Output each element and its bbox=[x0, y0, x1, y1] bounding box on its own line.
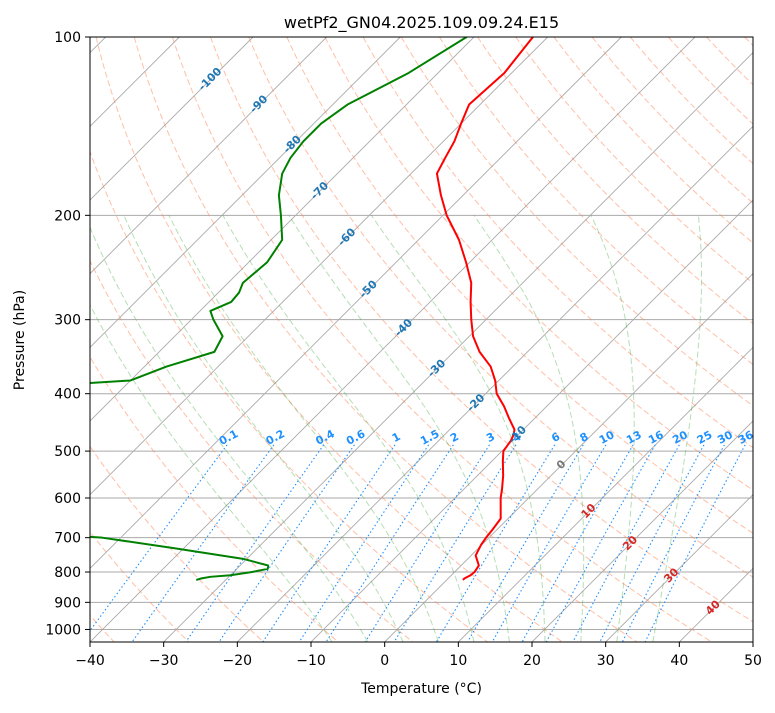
y-tick-label: 700 bbox=[54, 531, 81, 547]
chart-title: wetPf2_GN04.2025.109.09.24.E15 bbox=[284, 13, 559, 33]
y-tick-label: 600 bbox=[54, 491, 81, 507]
x-tick-label: 20 bbox=[523, 653, 541, 669]
x-tick-label: −20 bbox=[223, 653, 253, 669]
x-tick-label: 30 bbox=[597, 653, 615, 669]
x-tick-label: 50 bbox=[744, 653, 762, 669]
y-tick-label: 500 bbox=[54, 444, 81, 460]
y-axis-label: Pressure (hPa) bbox=[12, 290, 28, 390]
x-tick-label: 40 bbox=[670, 653, 688, 669]
x-tick-label: 10 bbox=[449, 653, 467, 669]
y-tick-label: 800 bbox=[54, 565, 81, 581]
x-tick-label: −30 bbox=[149, 653, 179, 669]
y-tick-label: 100 bbox=[54, 30, 81, 46]
y-tick-label: 200 bbox=[54, 208, 81, 224]
x-tick-label: −40 bbox=[75, 653, 105, 669]
x-axis-label: Temperature (°C) bbox=[360, 681, 482, 697]
y-tick-label: 300 bbox=[54, 313, 81, 329]
y-tick-label: 400 bbox=[54, 387, 81, 403]
x-tick-label: 0 bbox=[380, 653, 389, 669]
x-tick-label: −10 bbox=[296, 653, 326, 669]
y-tick-label: 1000 bbox=[45, 622, 81, 638]
y-tick-label: 900 bbox=[54, 595, 81, 611]
